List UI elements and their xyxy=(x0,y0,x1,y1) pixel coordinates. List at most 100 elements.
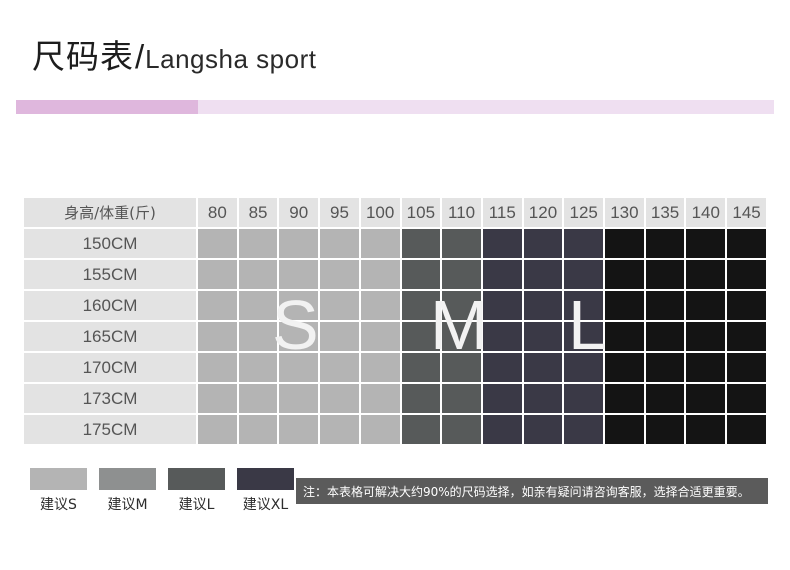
table-row: 175CM xyxy=(24,415,766,444)
size-cell-165CM-90 xyxy=(279,322,319,351)
size-note-bar: 注：本表格可解决大约90%的尺码选择，如亲有疑问请咨询客服，选择合适更重要。 xyxy=(296,478,768,504)
size-cell-160CM-115 xyxy=(482,291,522,320)
size-cell-150CM-110 xyxy=(442,229,481,258)
size-cell-170CM-90 xyxy=(279,353,319,382)
size-cell-175CM-80 xyxy=(198,415,237,444)
weight-header-135: 135 xyxy=(645,198,685,227)
page-header: 尺码表/Langsha sport xyxy=(0,0,790,73)
size-cell-150CM-90 xyxy=(279,229,319,258)
size-cell-160CM-120 xyxy=(523,291,563,320)
size-cell-165CM-145 xyxy=(727,322,766,351)
size-cell-165CM-105 xyxy=(401,322,441,351)
size-cell-170CM-80 xyxy=(198,353,237,382)
weight-header-120: 120 xyxy=(523,198,563,227)
size-cell-170CM-105 xyxy=(401,353,441,382)
weight-header-145: 145 xyxy=(727,198,766,227)
size-cell-173CM-80 xyxy=(198,384,237,413)
page-title-cn: 尺码表 xyxy=(32,38,134,75)
height-label-173CM: 173CM xyxy=(24,384,196,413)
size-cell-170CM-95 xyxy=(320,353,359,382)
legend-item-3: 建议XL xyxy=(231,468,300,514)
size-cell-150CM-105 xyxy=(401,229,441,258)
size-cell-173CM-130 xyxy=(605,384,644,413)
size-cell-150CM-135 xyxy=(645,229,685,258)
height-label-170CM: 170CM xyxy=(24,353,196,382)
size-cell-155CM-125 xyxy=(564,260,604,289)
size-chart-table-container: 身高/体重(斤) 80 85 90 95 100 105 110 115 120 125 130 13… xyxy=(22,196,768,446)
size-cell-175CM-145 xyxy=(727,415,766,444)
size-cell-173CM-95 xyxy=(320,384,359,413)
size-cell-150CM-120 xyxy=(523,229,563,258)
table-row: 165CM xyxy=(24,322,766,351)
weight-header-95: 95 xyxy=(320,198,359,227)
size-cell-160CM-80 xyxy=(198,291,237,320)
height-label-165CM: 165CM xyxy=(24,322,196,351)
size-cell-155CM-95 xyxy=(320,260,359,289)
size-cell-165CM-100 xyxy=(360,322,400,351)
size-cell-150CM-85 xyxy=(238,229,278,258)
size-cell-155CM-80 xyxy=(198,260,237,289)
legend-label-2: 建议L xyxy=(178,497,215,513)
legend-swatch-1 xyxy=(99,468,156,490)
weight-header-115: 115 xyxy=(482,198,522,227)
size-cell-160CM-100 xyxy=(360,291,400,320)
size-cell-165CM-140 xyxy=(686,322,726,351)
divider-dark-segment xyxy=(16,100,198,114)
size-cell-150CM-80 xyxy=(198,229,237,258)
weight-header-105: 105 xyxy=(401,198,441,227)
page-title-separator: / xyxy=(135,38,145,75)
size-cell-173CM-100 xyxy=(360,384,400,413)
size-cell-170CM-115 xyxy=(482,353,522,382)
legend-swatch-2 xyxy=(168,468,225,490)
legend-label-1: 建议M xyxy=(107,497,148,513)
size-cell-160CM-130 xyxy=(605,291,644,320)
size-cell-155CM-100 xyxy=(360,260,400,289)
weight-header-85: 85 xyxy=(238,198,278,227)
size-cell-160CM-145 xyxy=(727,291,766,320)
size-cell-175CM-135 xyxy=(645,415,685,444)
size-cell-173CM-120 xyxy=(523,384,563,413)
weight-header-90: 90 xyxy=(279,198,319,227)
size-cell-170CM-140 xyxy=(686,353,726,382)
divider-light-segment xyxy=(16,100,774,114)
size-cell-160CM-125 xyxy=(564,291,604,320)
size-chart-table-body: 150CM 155CM 160CM 165CM 170CM 173CM 175CM xyxy=(24,229,766,444)
size-cell-155CM-140 xyxy=(686,260,726,289)
size-cell-160CM-135 xyxy=(645,291,685,320)
size-cell-150CM-125 xyxy=(564,229,604,258)
size-cell-173CM-125 xyxy=(564,384,604,413)
size-cell-165CM-110 xyxy=(442,322,481,351)
height-label-160CM: 160CM xyxy=(24,291,196,320)
legend-swatch-0 xyxy=(30,468,87,490)
size-cell-170CM-135 xyxy=(645,353,685,382)
table-row: 160CM xyxy=(24,291,766,320)
page-title: 尺码表/Langsha sport xyxy=(32,40,790,73)
size-cell-170CM-100 xyxy=(360,353,400,382)
weight-header-110: 110 xyxy=(442,198,481,227)
size-cell-155CM-105 xyxy=(401,260,441,289)
legend-item-1: 建议M xyxy=(93,468,162,514)
divider-bar xyxy=(0,100,790,114)
page-title-en: Langsha sport xyxy=(145,44,317,74)
size-cell-150CM-115 xyxy=(482,229,522,258)
size-cell-170CM-110 xyxy=(442,353,481,382)
legend-label-3: 建议XL xyxy=(242,497,289,513)
size-cell-173CM-145 xyxy=(727,384,766,413)
size-cell-170CM-125 xyxy=(564,353,604,382)
size-cell-173CM-110 xyxy=(442,384,481,413)
legend-label-0: 建议S xyxy=(40,497,77,513)
size-cell-165CM-95 xyxy=(320,322,359,351)
size-cell-165CM-135 xyxy=(645,322,685,351)
size-cell-155CM-120 xyxy=(523,260,563,289)
size-cell-165CM-115 xyxy=(482,322,522,351)
size-cell-150CM-145 xyxy=(727,229,766,258)
weight-header-130: 130 xyxy=(605,198,644,227)
size-legend: 建议S 建议M 建议L 建议XL xyxy=(24,468,300,514)
table-row: 155CM xyxy=(24,260,766,289)
table-row: 170CM xyxy=(24,353,766,382)
size-cell-175CM-100 xyxy=(360,415,400,444)
size-cell-160CM-85 xyxy=(238,291,278,320)
size-cell-155CM-145 xyxy=(727,260,766,289)
size-cell-150CM-130 xyxy=(605,229,644,258)
size-cell-173CM-105 xyxy=(401,384,441,413)
